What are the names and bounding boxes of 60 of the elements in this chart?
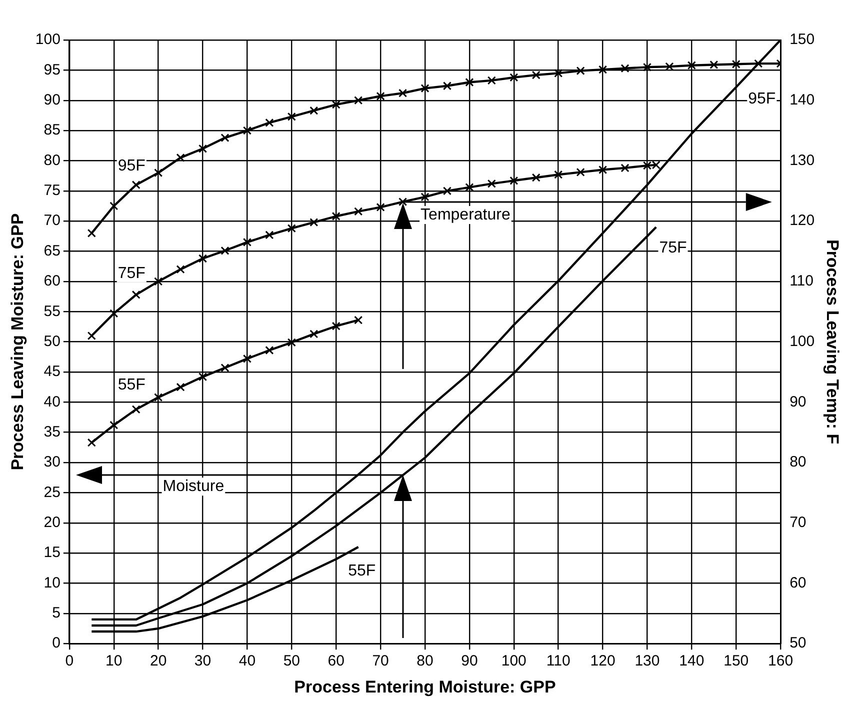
y-tick-label: 45 <box>44 363 60 380</box>
annotation: Moisture <box>162 478 224 496</box>
y-tick-label: 85 <box>44 122 60 139</box>
y-tick-label: 55 <box>44 302 60 320</box>
y-tick-label: 25 <box>44 484 60 501</box>
x-tick-label: 160 <box>768 652 794 670</box>
annotation: Temperature <box>420 206 510 224</box>
y-tick-label: 90 <box>44 92 60 108</box>
x-tick-label: 50 <box>283 652 300 670</box>
y2-tick-label: 90 <box>790 393 806 410</box>
series-label: 75F <box>659 240 688 257</box>
y2-tick-label: 50 <box>790 634 806 652</box>
y2-tick-label: 70 <box>790 514 806 532</box>
y2-tick-label: 120 <box>790 212 815 230</box>
y-tick-label: 60 <box>44 272 60 290</box>
series-label: 75F <box>118 264 146 282</box>
x-tick-label: 120 <box>590 652 616 670</box>
y-tick-label: 40 <box>44 393 60 410</box>
x-tick-label: 10 <box>106 652 122 670</box>
x-axis-title: Process Entering Moisture: GPP <box>294 677 556 696</box>
x-tick-label: 0 <box>65 652 74 670</box>
y2-tick-label: 100 <box>790 332 815 350</box>
y-tick-label: 80 <box>44 152 60 169</box>
x-tick-label: 130 <box>634 652 660 670</box>
x-tick-label: 140 <box>679 652 704 670</box>
x-tick-label: 70 <box>372 652 389 670</box>
y2-tick-label: 110 <box>790 272 814 290</box>
y-tick-label: 35 <box>44 423 60 440</box>
x-tick-label: 20 <box>150 652 167 670</box>
y-tick-label: 15 <box>44 544 60 562</box>
y2-axis-title: Process Leaving Temp: F <box>823 239 842 444</box>
y-tick-label: 0 <box>52 634 60 652</box>
x-tick-label: 90 <box>461 652 478 670</box>
y2-tick-label: 60 <box>790 574 806 592</box>
y-tick-label: 95 <box>44 61 60 78</box>
x-tick-label: 80 <box>416 652 434 670</box>
x-tick-label: 110 <box>546 652 570 670</box>
y-tick-label: 20 <box>44 514 60 532</box>
series-label: 55F <box>118 376 146 394</box>
y-tick-label: 50 <box>44 332 60 350</box>
x-tick-label: 30 <box>194 652 212 670</box>
y2-tick-label: 80 <box>790 454 806 471</box>
x-tick-label: 60 <box>328 652 344 670</box>
y-tick-label: 10 <box>44 574 60 592</box>
x-tick-label: 40 <box>238 652 256 670</box>
x-tick-label: 150 <box>724 652 749 670</box>
y-tick-label: 5 <box>52 604 60 622</box>
y-tick-label: 30 <box>44 454 60 471</box>
y-axis-title: Process Leaving Moisture: GPP <box>8 213 27 470</box>
y2-tick-label: 130 <box>790 152 815 169</box>
series-label: 55F <box>348 562 376 580</box>
y2-tick-label: 140 <box>790 92 815 108</box>
y-tick-label: 70 <box>44 212 60 230</box>
x-tick-label: 100 <box>501 652 526 670</box>
series-label: 95F <box>748 90 776 108</box>
y-tick-label: 100 <box>35 31 60 48</box>
series-label: 95F <box>118 157 146 174</box>
y-tick-label: 65 <box>44 242 60 260</box>
y2-tick-label: 150 <box>790 31 815 48</box>
y-tick-label: 75 <box>44 182 60 200</box>
